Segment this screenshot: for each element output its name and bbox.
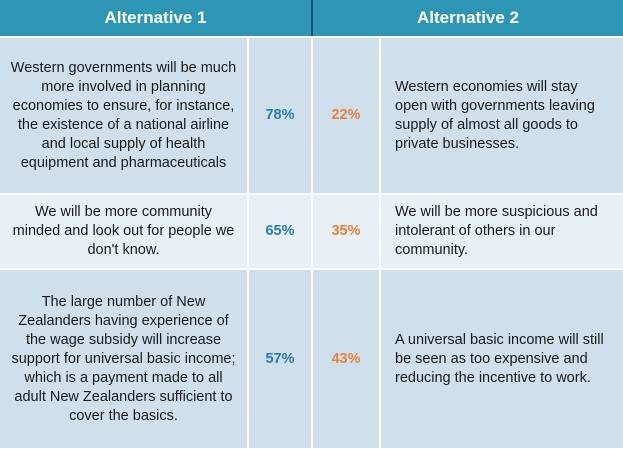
header-divider xyxy=(311,0,313,36)
alternative-1-percentage: 78% xyxy=(249,38,311,193)
alternative-2-statement: We will be more suspicious and intoleran… xyxy=(381,195,623,268)
alternative-1-statement: Western governments will be much more in… xyxy=(0,38,247,193)
alternative-2-statement: Western economies will stay open with go… xyxy=(381,38,623,193)
alternative-2-percentage: 43% xyxy=(313,270,379,448)
header-alternative-1: Alternative 1 xyxy=(0,0,311,36)
alternative-1-percentage: 57% xyxy=(249,270,311,448)
alternative-2-percentage: 35% xyxy=(313,195,379,268)
table-row: Western governments will be much more in… xyxy=(0,38,623,193)
alternative-2-statement: A universal basic income will still be s… xyxy=(381,270,623,448)
alternative-1-statement: The large number of New Zealanders havin… xyxy=(0,270,247,448)
table-row: We will be more community minded and loo… xyxy=(0,195,623,268)
table-row: The large number of New Zealanders havin… xyxy=(0,270,623,448)
alternative-1-statement: We will be more community minded and loo… xyxy=(0,195,247,268)
header-alternative-2: Alternative 2 xyxy=(313,0,623,36)
alternative-2-percentage: 22% xyxy=(313,38,379,193)
alternative-1-percentage: 65% xyxy=(249,195,311,268)
